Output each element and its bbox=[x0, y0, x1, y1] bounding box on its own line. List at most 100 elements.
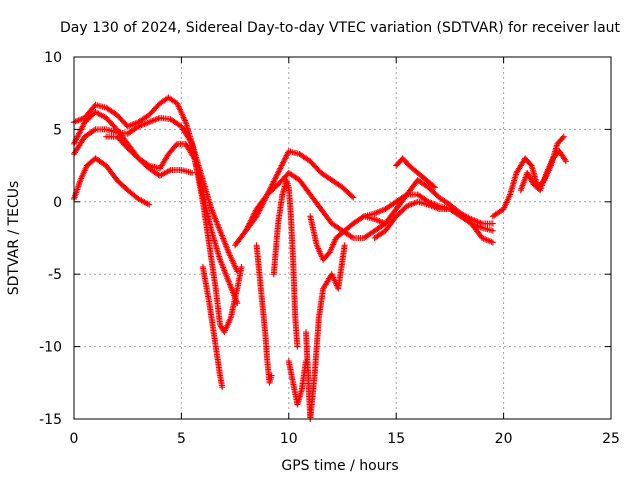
data-point bbox=[269, 181, 276, 188]
data-point bbox=[247, 219, 254, 226]
data-point bbox=[282, 153, 289, 160]
y-tick-label: 10 bbox=[44, 50, 62, 66]
data-point bbox=[238, 263, 245, 270]
data-point bbox=[270, 179, 277, 186]
data-point bbox=[561, 156, 568, 163]
data-point bbox=[349, 193, 356, 200]
plot-frame bbox=[73, 56, 612, 420]
data-point bbox=[242, 227, 249, 234]
data-point bbox=[80, 122, 87, 129]
data-point bbox=[282, 155, 289, 162]
data-point bbox=[76, 130, 83, 137]
y-tick-label: -15 bbox=[39, 412, 62, 428]
data-point bbox=[402, 192, 409, 199]
y-tick-label: -5 bbox=[48, 267, 62, 283]
data-point bbox=[276, 166, 283, 173]
data-point bbox=[189, 169, 196, 176]
data-point bbox=[245, 221, 252, 228]
data-point bbox=[559, 134, 566, 141]
series-track-13 bbox=[307, 213, 389, 263]
data-point bbox=[280, 159, 287, 166]
series-track-3 bbox=[71, 114, 245, 336]
series-track-1 bbox=[71, 94, 241, 275]
data-point bbox=[249, 214, 256, 221]
x-tick-labels: 0 5 10 15 20 25 bbox=[70, 431, 620, 447]
data-point bbox=[248, 216, 255, 223]
data-point bbox=[489, 220, 496, 227]
data-point bbox=[272, 174, 279, 181]
y-tick-label: 0 bbox=[53, 195, 62, 211]
data-point bbox=[74, 133, 81, 140]
data-point bbox=[273, 172, 280, 179]
data-point bbox=[562, 158, 569, 165]
y-tick-label: -10 bbox=[39, 340, 62, 356]
data-point bbox=[79, 123, 86, 130]
data-point bbox=[251, 210, 258, 217]
data-point bbox=[72, 137, 79, 144]
data-point bbox=[278, 162, 285, 169]
data-point bbox=[270, 178, 277, 185]
x-axis-label: GPS time / hours bbox=[281, 458, 398, 474]
data-point bbox=[272, 175, 279, 182]
data-point bbox=[277, 164, 284, 171]
data-point bbox=[283, 152, 290, 159]
data-point bbox=[91, 127, 98, 134]
data-point bbox=[268, 372, 275, 379]
x-tick-label: 10 bbox=[280, 431, 298, 447]
data-point bbox=[78, 124, 85, 131]
data-point bbox=[73, 135, 80, 142]
data-point bbox=[279, 161, 286, 168]
x-tick-label: 5 bbox=[177, 431, 186, 447]
data-point bbox=[294, 343, 301, 350]
series-track-6 bbox=[199, 263, 226, 391]
data-point bbox=[71, 139, 78, 146]
x-tick-label: 20 bbox=[495, 431, 513, 447]
data-point bbox=[247, 217, 254, 224]
x-tick-label: 0 bbox=[70, 431, 79, 447]
series-track-19 bbox=[517, 148, 569, 194]
data-point bbox=[280, 158, 287, 165]
data-point bbox=[277, 165, 284, 172]
y-tick-label: 5 bbox=[53, 122, 62, 138]
x-tick-label: 25 bbox=[602, 431, 620, 447]
data-point bbox=[243, 226, 250, 233]
data-point bbox=[275, 169, 282, 176]
data-point bbox=[244, 224, 251, 231]
data-point bbox=[275, 168, 282, 175]
series-track-7 bbox=[242, 148, 357, 234]
data-point bbox=[350, 194, 357, 201]
x-tick-label: 15 bbox=[387, 431, 405, 447]
chart-title: Day 130 of 2024, Sidereal Day-to-day VTE… bbox=[60, 20, 621, 36]
series-track-5 bbox=[103, 133, 196, 179]
data-point bbox=[341, 242, 348, 249]
data-point bbox=[75, 132, 82, 139]
series-track-17 bbox=[360, 191, 496, 227]
data-point bbox=[244, 223, 251, 230]
data-point bbox=[188, 139, 195, 146]
data-point bbox=[281, 156, 288, 163]
series-track-9 bbox=[253, 242, 275, 386]
series-track-4 bbox=[71, 155, 153, 208]
series-track-10 bbox=[270, 177, 301, 350]
data-point bbox=[250, 213, 256, 220]
data-point bbox=[489, 239, 496, 246]
data-point bbox=[219, 384, 226, 391]
data-point bbox=[560, 133, 567, 140]
data-point bbox=[252, 208, 259, 215]
data-point bbox=[77, 127, 84, 134]
series-track-16 bbox=[393, 155, 438, 191]
data-point bbox=[271, 177, 278, 184]
data-point bbox=[274, 171, 281, 178]
data-points bbox=[71, 94, 569, 422]
data-point bbox=[76, 129, 83, 136]
data-point bbox=[348, 234, 355, 241]
data-point bbox=[431, 184, 438, 191]
data-point bbox=[284, 151, 291, 158]
data-point bbox=[173, 142, 180, 149]
axis-ticks bbox=[73, 56, 612, 420]
data-point bbox=[430, 183, 437, 190]
data-point bbox=[246, 220, 253, 227]
y-tick-labels: 10 5 0 -5 -10 -15 bbox=[39, 50, 62, 428]
data-point bbox=[146, 201, 153, 208]
